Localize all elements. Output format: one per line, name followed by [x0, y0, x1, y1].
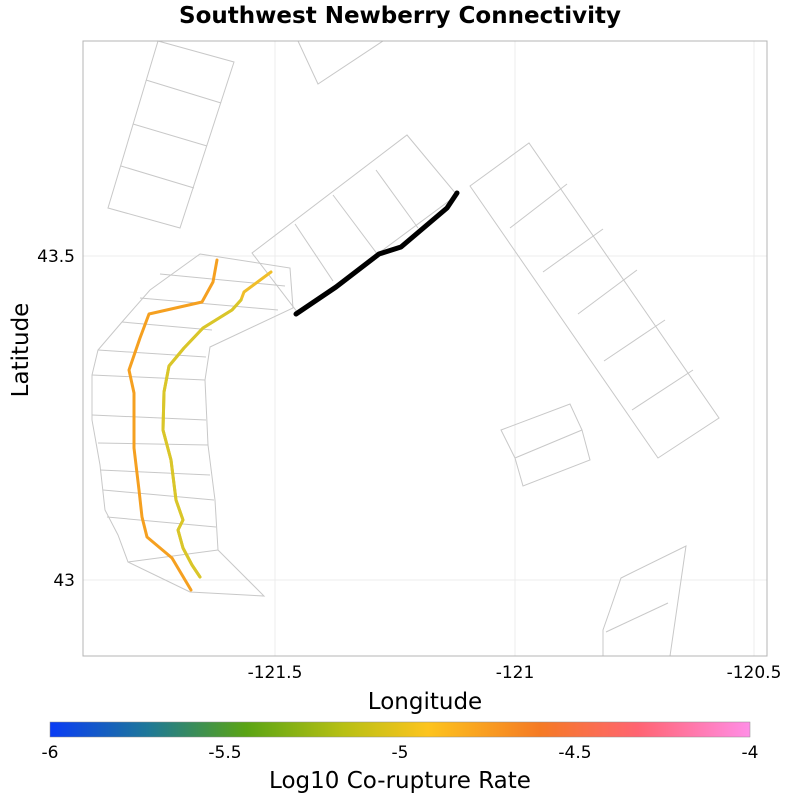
subsection-divider	[120, 165, 195, 189]
subsection-divider	[294, 223, 334, 282]
subsection-group-east	[469, 142, 720, 459]
subsection-divider	[509, 183, 568, 229]
subsection-divider	[132, 123, 208, 147]
x-tick-label: -121.5	[248, 663, 303, 683]
plot-frame	[82, 40, 768, 657]
subsection-divider	[99, 469, 211, 476]
subsection-divider	[577, 269, 638, 315]
subsection-divider	[97, 442, 209, 446]
subsection-divider	[106, 516, 217, 528]
x-axis-title: Longitude	[368, 689, 482, 715]
y-axis-title: Latitude	[8, 303, 34, 398]
subsection-divider	[375, 169, 419, 229]
subsection-divider	[145, 79, 222, 104]
subsection-divider	[102, 489, 215, 501]
plot-background	[83, 41, 767, 656]
subsection-divider	[603, 319, 666, 362]
subsection-divider	[332, 194, 379, 256]
y-axis: 43.5 43 Latitude	[8, 247, 75, 591]
subsection-divider	[121, 321, 213, 331]
subsection-divider	[139, 297, 279, 311]
y-tick-label: 43	[53, 571, 75, 591]
plot-panel	[82, 40, 768, 657]
subsection-divider	[631, 369, 694, 411]
subsection-outlines	[91, 40, 720, 657]
x-axis: -121.5 -121 -120.5 Longitude	[248, 663, 782, 715]
colorbar-title: Log10 Co-rupture Rate	[269, 768, 531, 794]
subsection-divider	[542, 228, 604, 273]
subsection-divider	[127, 549, 219, 563]
subsection-group-southwest	[91, 253, 294, 597]
yellow-rupture-trace	[161, 298, 243, 579]
subsection-divider	[159, 273, 286, 287]
x-tick-label: -121	[496, 663, 535, 683]
subsection-divider	[514, 429, 583, 459]
colorbar-tick-label: -4.5	[558, 743, 591, 763]
subsection-divider	[91, 374, 206, 381]
orange-rupture-trace	[127, 258, 219, 592]
y-tick-label: 43.5	[37, 247, 75, 267]
map-title: Southwest Newberry Connectivity	[179, 3, 621, 29]
x-tick-label: -120.5	[727, 663, 782, 683]
source-fault[interactable]	[293, 190, 460, 317]
colorbar-tick-label: -6	[42, 743, 59, 763]
subsection-group-southeast	[602, 545, 687, 657]
subsection-group-northwest	[107, 40, 235, 229]
colorbar: -6 -5.5 -5 -4.5 -4 Log10 Co-rupture Rate	[42, 721, 759, 794]
subsection-divider	[97, 349, 207, 358]
rupture-traces	[127, 258, 273, 592]
colorbar-gradient	[49, 721, 751, 738]
colorbar-tick-label: -5	[392, 743, 409, 763]
colorbar-tick-label: -4	[742, 743, 759, 763]
subsection-divider	[605, 602, 669, 633]
colorbar-tick-label: -5.5	[208, 743, 241, 763]
subsection-divider	[91, 414, 207, 421]
